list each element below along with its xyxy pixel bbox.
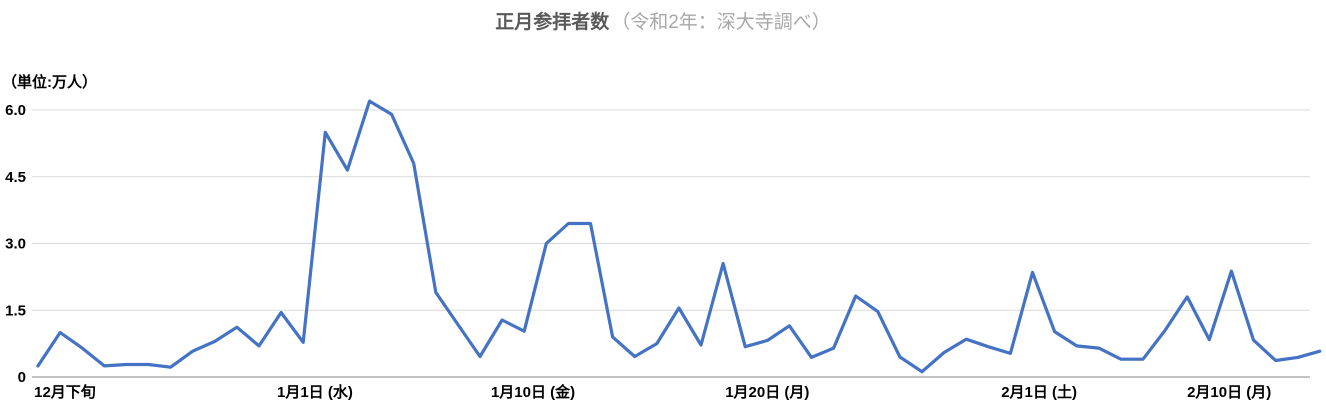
x-tick-label: 12月下旬 — [34, 383, 96, 401]
visitor-count-line-series — [36, 99, 1322, 374]
y-tick-label: 6.0 — [5, 102, 26, 119]
x-tick-label: 1月10日 (金) — [491, 383, 575, 401]
x-tick-label: 2月10日 (月) — [1187, 384, 1271, 401]
y-tick-label: 4.5 — [5, 169, 26, 186]
y-tick-label: 0 — [18, 369, 26, 386]
y-tick-label: 1.5 — [5, 302, 26, 319]
chart-title-main: 正月参拝者数 — [495, 12, 610, 33]
x-tick-label: 1月1日 (水) — [277, 383, 353, 401]
y-axis-unit-label: （単位:万人） — [2, 73, 97, 91]
chart-title: 正月参拝者数 （令和2年：深大寺調べ） — [0, 12, 1326, 34]
chart-subtitle: （令和2年：深大寺調べ） — [611, 12, 831, 33]
x-tick-label: 1月20日 (月) — [725, 384, 809, 401]
y-tick-label: 3.0 — [5, 236, 26, 253]
x-tick-label: 2月1日 (土) — [1001, 383, 1077, 401]
